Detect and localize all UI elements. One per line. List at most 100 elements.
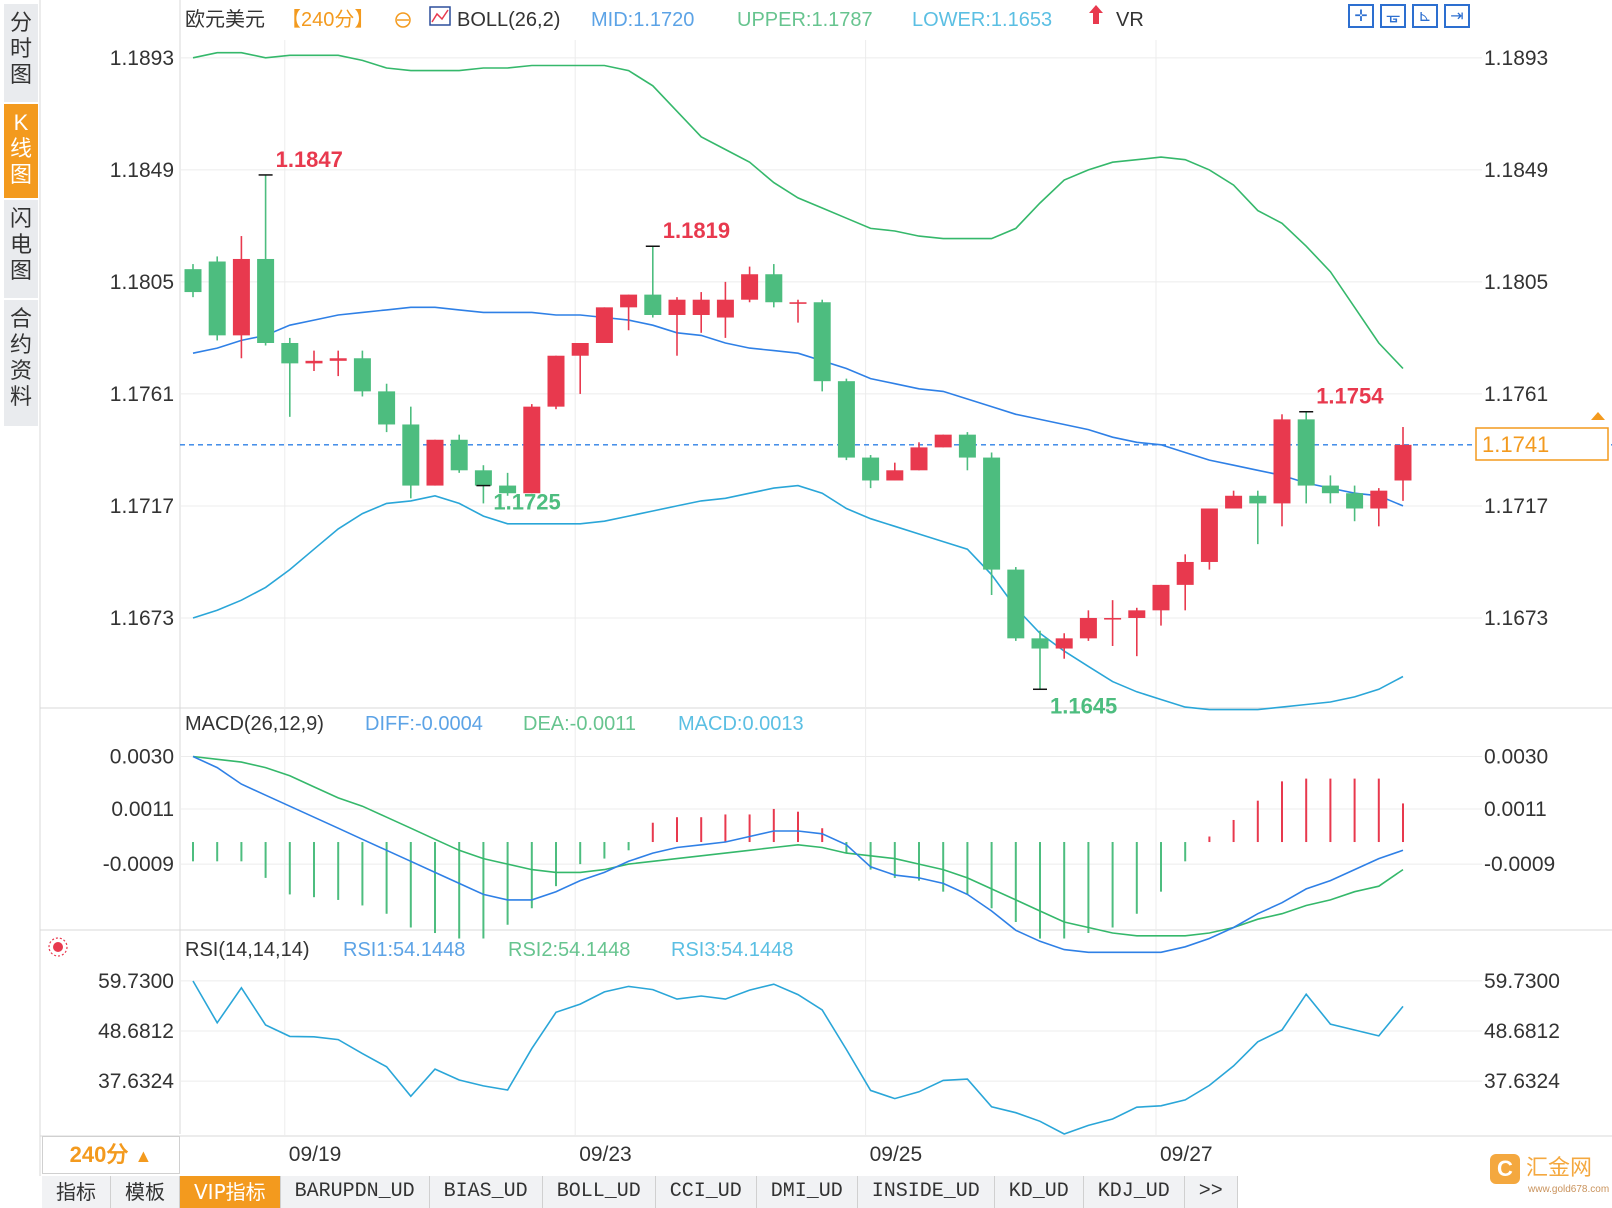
candle-body bbox=[862, 457, 880, 481]
candle-body bbox=[257, 258, 275, 343]
extreme-price-label: 1.1754 bbox=[1316, 384, 1384, 409]
rsi2-label: RSI2:54.1448 bbox=[508, 939, 630, 961]
boll-title: BOLL(26,2) bbox=[457, 9, 560, 31]
tab-kd[interactable]: KD_UD bbox=[994, 1176, 1084, 1208]
candle-body bbox=[620, 294, 638, 308]
candle-body bbox=[668, 299, 686, 315]
timeframe-selector[interactable]: 240分 ▲ bbox=[42, 1136, 180, 1174]
candle-body bbox=[1370, 490, 1388, 509]
vr-arrow-icon[interactable] bbox=[1089, 5, 1103, 24]
rsi1-label: RSI1:54.1448 bbox=[343, 939, 465, 961]
tab-time-chart[interactable]: 分时图 bbox=[4, 4, 38, 104]
candle-body bbox=[741, 274, 759, 300]
candle-body bbox=[1225, 495, 1243, 509]
boll-lower-label: LOWER:1.1653 bbox=[912, 9, 1052, 31]
rsi-tick-label-left: 37.6324 bbox=[98, 1070, 174, 1093]
tab-contract-info[interactable]: 合约资料 bbox=[4, 300, 38, 428]
tab-more[interactable]: >> bbox=[1184, 1176, 1238, 1208]
tab-dmi[interactable]: DMI_UD bbox=[756, 1176, 858, 1208]
candle-body bbox=[1394, 444, 1412, 481]
price-tick-label-right: 1.1849 bbox=[1484, 159, 1548, 182]
symbol-title: 欧元美元 bbox=[185, 8, 265, 31]
macd-tick-label-left: -0.0009 bbox=[103, 853, 174, 876]
candle-body bbox=[837, 381, 855, 458]
candle-body bbox=[1176, 561, 1194, 585]
tab-boll[interactable]: BOLL_UD bbox=[542, 1176, 656, 1208]
timeframe-arrow-icon: ▲ bbox=[134, 1146, 153, 1166]
macd-title: MACD(26,12,9) bbox=[185, 713, 324, 735]
candle-body bbox=[1297, 419, 1315, 486]
period-label: 【240分】 bbox=[281, 8, 374, 31]
tab-flash-chart[interactable]: 闪电图 bbox=[4, 200, 38, 300]
candle-body bbox=[1273, 419, 1291, 504]
candle-body bbox=[813, 302, 831, 382]
candle-body bbox=[765, 274, 783, 303]
macd-diff-label: DIFF:-0.0004 bbox=[365, 713, 483, 735]
candle-body bbox=[644, 294, 662, 315]
price-tick-label-right: 1.1717 bbox=[1484, 495, 1548, 518]
tab-indicators[interactable]: 指标 bbox=[42, 1176, 111, 1208]
candle-body bbox=[499, 485, 517, 494]
macd-dea-label: DEA:-0.0011 bbox=[523, 713, 636, 735]
rsi-settings-sun-icon[interactable] bbox=[48, 937, 68, 957]
tab-bias[interactable]: BIAS_UD bbox=[429, 1176, 543, 1208]
tab-kline-chart-label: K线图 bbox=[10, 110, 33, 187]
candle-body bbox=[1321, 485, 1339, 494]
tab-inside[interactable]: INSIDE_UD bbox=[857, 1176, 995, 1208]
step-chart-icon[interactable]: ⊾ bbox=[1412, 4, 1438, 28]
candle-body bbox=[910, 447, 928, 471]
rsi-tick-label-right: 59.7300 bbox=[1484, 970, 1560, 993]
macd-tick-label-left: 0.0011 bbox=[111, 798, 174, 821]
crosshair-icon[interactable]: ✛ bbox=[1348, 4, 1374, 28]
candle-body bbox=[1007, 569, 1025, 639]
price-tick-label-right: 1.1673 bbox=[1484, 607, 1548, 630]
time-tick-label: 09/27 bbox=[1160, 1143, 1213, 1166]
rsi-line bbox=[192, 980, 1404, 1135]
bar-chart-icon[interactable]: ᚗ bbox=[1380, 4, 1406, 28]
boll-indicator-icon[interactable] bbox=[429, 6, 451, 26]
candle-body bbox=[281, 342, 299, 364]
current-price-label: 1.1741 bbox=[1482, 432, 1549, 457]
tab-cci[interactable]: CCI_UD bbox=[655, 1176, 757, 1208]
candle-body bbox=[329, 358, 347, 361]
time-tick-label: 09/23 bbox=[579, 1143, 632, 1166]
tab-vip-indicators[interactable]: VIP指标 bbox=[180, 1176, 281, 1208]
tab-templates[interactable]: 模板 bbox=[111, 1176, 180, 1208]
tab-barupdn[interactable]: BARUPDN_UD bbox=[280, 1176, 430, 1208]
macd-tick-label-right: 0.0030 bbox=[1484, 746, 1548, 769]
rsi-tick-label-right: 37.6324 bbox=[1484, 1070, 1560, 1093]
watermark-text: 汇金网 bbox=[1526, 1155, 1593, 1180]
candle-body bbox=[958, 434, 976, 458]
boll-upper-label: UPPER:1.1787 bbox=[737, 9, 873, 31]
price-tick-label-right: 1.1893 bbox=[1484, 47, 1548, 70]
candle-body bbox=[523, 406, 541, 494]
price-tick-label-left: 1.1805 bbox=[110, 271, 174, 294]
candle-body bbox=[208, 261, 226, 336]
extreme-price-label: 1.1847 bbox=[276, 147, 343, 172]
price-tick-label-left: 1.1761 bbox=[110, 383, 174, 406]
price-tick-label-left: 1.1849 bbox=[110, 159, 174, 182]
tab-kdj[interactable]: KDJ_UD bbox=[1083, 1176, 1185, 1208]
extreme-price-label: 1.1645 bbox=[1050, 693, 1117, 718]
candle-body bbox=[353, 358, 371, 392]
candle-body bbox=[184, 269, 202, 293]
rsi-tick-label-left: 59.7300 bbox=[98, 970, 174, 993]
watermark-url: www.gold678.com bbox=[1528, 1184, 1610, 1196]
candle-body bbox=[1200, 508, 1218, 562]
time-tick-label: 09/19 bbox=[289, 1143, 342, 1166]
candle-body bbox=[450, 439, 468, 471]
add-indicator-icon[interactable] bbox=[395, 12, 411, 28]
macd-diff-line bbox=[192, 755, 1404, 954]
candle-body bbox=[474, 470, 492, 486]
candle-body bbox=[1104, 617, 1122, 620]
candle-body bbox=[1152, 584, 1170, 611]
tab-flash-chart-label: 闪电图 bbox=[10, 206, 33, 283]
candle-body bbox=[1249, 495, 1267, 504]
candle-body bbox=[571, 342, 589, 356]
tab-time-chart-label: 分时图 bbox=[10, 10, 33, 87]
rsi-title: RSI(14,14,14) bbox=[185, 939, 310, 961]
exit-icon[interactable]: ⇥ bbox=[1444, 4, 1470, 28]
timeframe-label: 240分 bbox=[69, 1142, 129, 1167]
tab-kline-chart[interactable]: K线图 bbox=[4, 104, 38, 200]
